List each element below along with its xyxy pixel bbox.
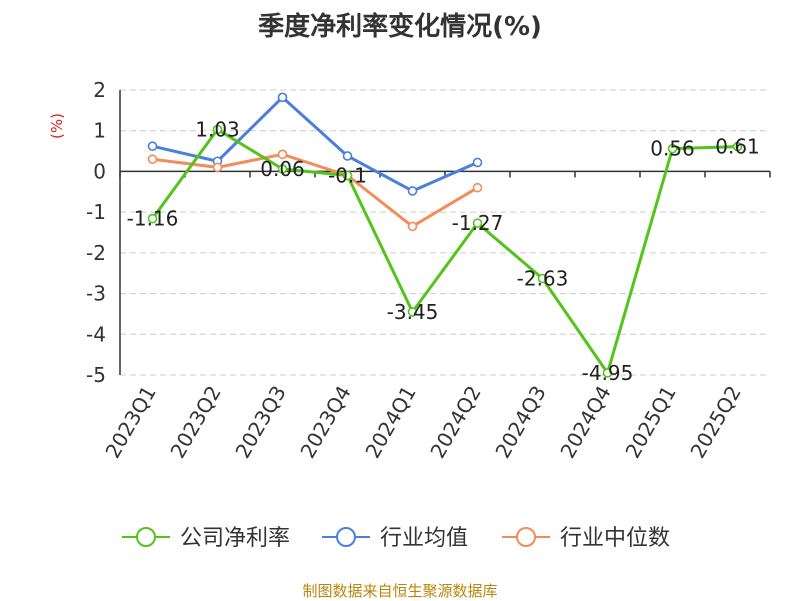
y-tick-label: -1 [86,200,106,224]
series-line [151,127,738,375]
data-point [732,141,743,152]
series-line [152,95,479,193]
x-tick-label: 2023Q4 [295,382,355,463]
chart-title: 季度净利率变化情况(%) [258,12,542,42]
data-point [342,170,353,181]
y-axis-label: (%) [48,113,66,139]
data-point [277,164,288,174]
legend-label: 公司净利率 [180,526,290,551]
x-tick-label: 2023Q1 [100,382,160,463]
legend-label: 行业中位数 [560,526,670,551]
y-tick-label: -3 [86,282,106,306]
data-point [212,124,223,135]
y-tick-label: -2 [86,241,106,265]
data-point [147,154,158,165]
data-point [602,368,613,378]
data-point [147,141,158,151]
data-label: -1.16 [127,207,179,231]
data-point [407,186,418,196]
legend-marker [336,527,356,547]
series-line [152,152,479,228]
data-label: 0.61 [715,135,760,159]
data-point [472,182,483,193]
data-labels: -1.16 1.03 0.06 -0.1 -3.45 -1.27 -2.63 -4.95 0.5… [127,117,760,384]
data-label: -4.95 [582,361,634,385]
series [147,92,743,378]
data-label: -3.45 [387,300,439,324]
y-tick-labels: 2 1 0 -1 -2 -3 -4 -5 [86,78,106,387]
data-point [212,162,223,173]
data-point [407,307,418,317]
data-label: -1.27 [452,211,504,235]
x-tick-label: 2024Q4 [555,382,615,463]
grid-lines [120,89,770,376]
data-point [277,149,288,160]
y-tick-label: 0 [93,159,106,183]
y-tick-label: -5 [86,363,106,387]
data-point [667,143,678,154]
legend-label: 行业均值 [380,526,468,551]
x-tick-label: 2025Q1 [620,382,680,463]
x-tick-label: 2024Q3 [490,382,550,463]
y-tick-label: 2 [93,78,106,102]
data-label: 0.06 [260,157,305,181]
source-note: 制图数据来自恒生聚源数据库 [302,582,498,600]
data-label: 1.03 [195,117,240,141]
x-tick-label: 2025Q2 [685,382,745,463]
data-label: -0.1 [328,164,367,188]
data-point [407,221,418,232]
data-label: -2.63 [517,267,569,291]
x-tick-label: 2024Q1 [360,382,420,463]
data-point [147,213,158,224]
data-point [472,218,483,228]
x-tick-label: 2023Q3 [230,382,290,463]
x-tick-labels: 2023Q1 2023Q2 2023Q3 2023Q4 2024Q1 2024Q2 2024… [100,382,745,463]
x-tick-label: 2023Q2 [165,382,225,463]
data-point [342,151,353,161]
legend-marker [516,527,536,547]
data-point [537,273,548,284]
data-label: 0.56 [650,137,695,161]
data-point [277,92,288,103]
y-tick-label: -4 [86,322,106,346]
x-tick-label: 2024Q2 [425,382,485,463]
data-point [472,157,483,168]
legend-marker [136,527,156,547]
legend: 公司净利率 行业均值 行业中位数 [122,526,670,551]
y-tick-label: 1 [93,119,106,143]
